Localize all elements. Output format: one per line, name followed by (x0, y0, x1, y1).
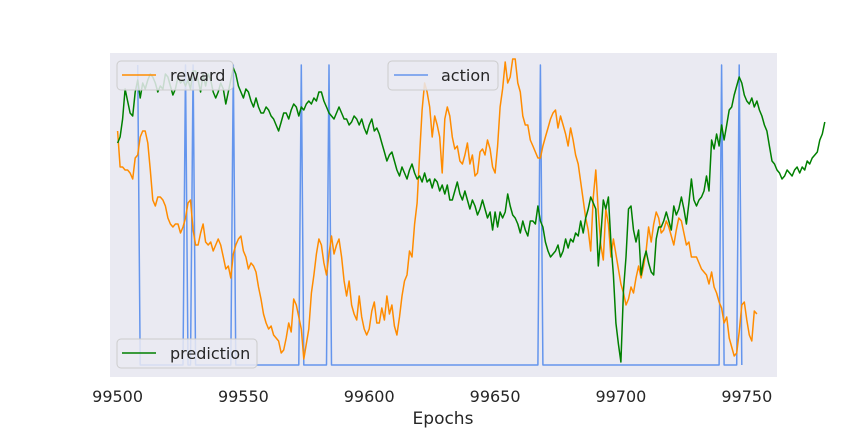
x-tick-label: 99500 (92, 387, 143, 406)
prediction-series-line (116, 67, 826, 363)
legend-prediction-box (116, 338, 258, 369)
x-tick-label: 99550 (218, 387, 269, 406)
legend-reward: reward (116, 60, 234, 91)
x-tick-label: 99750 (721, 387, 772, 406)
legend-prediction-label: prediction (170, 344, 250, 363)
legend-action-box (387, 60, 499, 91)
x-axis-title: Epochs (413, 409, 474, 429)
x-tick-label: 99700 (595, 387, 646, 406)
legend-reward-label: reward (170, 66, 225, 85)
legend-prediction: prediction (116, 338, 258, 369)
x-axis-ticks: 99500 99550 99600 99650 99700 99750 (92, 387, 772, 406)
reward-series-line (116, 58, 758, 360)
x-tick-label: 99600 (344, 387, 395, 406)
legend-action: action (387, 60, 499, 91)
legend-reward-box (116, 60, 234, 91)
legend-action-label: action (441, 66, 490, 85)
x-tick-label: 99650 (470, 387, 521, 406)
